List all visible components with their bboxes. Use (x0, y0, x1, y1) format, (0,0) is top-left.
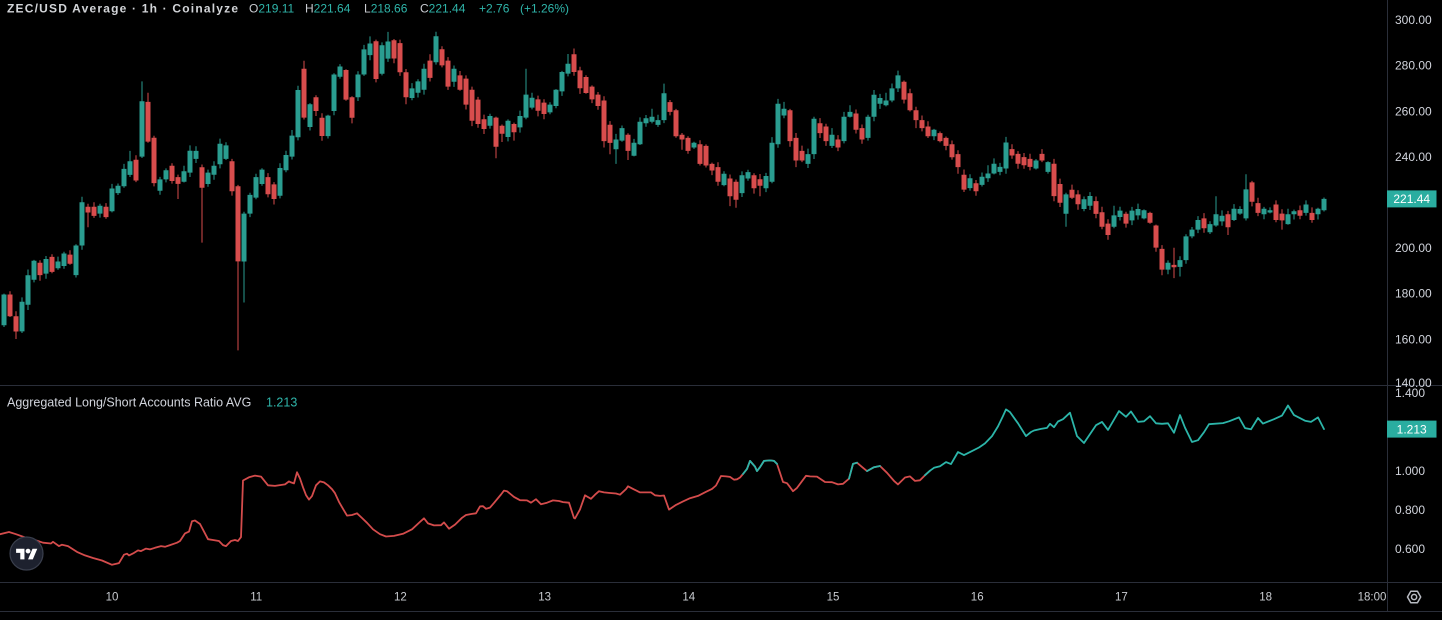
svg-text:10: 10 (106, 592, 119, 604)
svg-text:280.00: 280.00 (1395, 59, 1432, 73)
svg-text:200.00: 200.00 (1395, 241, 1432, 255)
svg-text:12: 12 (394, 592, 407, 604)
svg-text:ZEC/USD Average · 1h · Coinaly: ZEC/USD Average · 1h · Coinalyze (7, 2, 239, 16)
svg-text:160.00: 160.00 (1395, 332, 1432, 346)
svg-text:1.213: 1.213 (266, 396, 297, 410)
svg-text:221.44: 221.44 (1393, 192, 1430, 206)
svg-text:240.00: 240.00 (1395, 150, 1432, 164)
svg-text:O219.11: O219.11 (249, 2, 294, 16)
svg-text:16: 16 (971, 592, 984, 604)
svg-text:1.400: 1.400 (1395, 386, 1425, 400)
svg-text:300.00: 300.00 (1395, 13, 1432, 27)
svg-text:0.800: 0.800 (1395, 503, 1425, 517)
svg-text:H221.64: H221.64 (305, 2, 351, 16)
svg-text:18: 18 (1259, 592, 1272, 604)
svg-text:17: 17 (1115, 592, 1128, 604)
svg-text:L218.66: L218.66 (364, 2, 408, 16)
svg-text:+2.76: +2.76 (479, 2, 510, 16)
svg-text:1.213: 1.213 (1397, 422, 1427, 436)
svg-text:180.00: 180.00 (1395, 287, 1432, 301)
svg-text:18:00: 18:00 (1358, 592, 1387, 604)
svg-text:11: 11 (250, 592, 262, 604)
svg-text:15: 15 (827, 592, 840, 604)
svg-text:Aggregated Long/Short Accounts: Aggregated Long/Short Accounts Ratio AVG (7, 396, 251, 410)
svg-text:13: 13 (538, 592, 551, 604)
svg-text:260.00: 260.00 (1395, 104, 1432, 118)
svg-text:140.00: 140.00 (1395, 376, 1432, 390)
svg-text:0.600: 0.600 (1395, 542, 1425, 556)
svg-text:14: 14 (682, 592, 695, 604)
svg-text:1.000: 1.000 (1395, 464, 1425, 478)
svg-text:C221.44: C221.44 (420, 2, 466, 16)
svg-text:(+1.26%): (+1.26%) (520, 2, 569, 16)
